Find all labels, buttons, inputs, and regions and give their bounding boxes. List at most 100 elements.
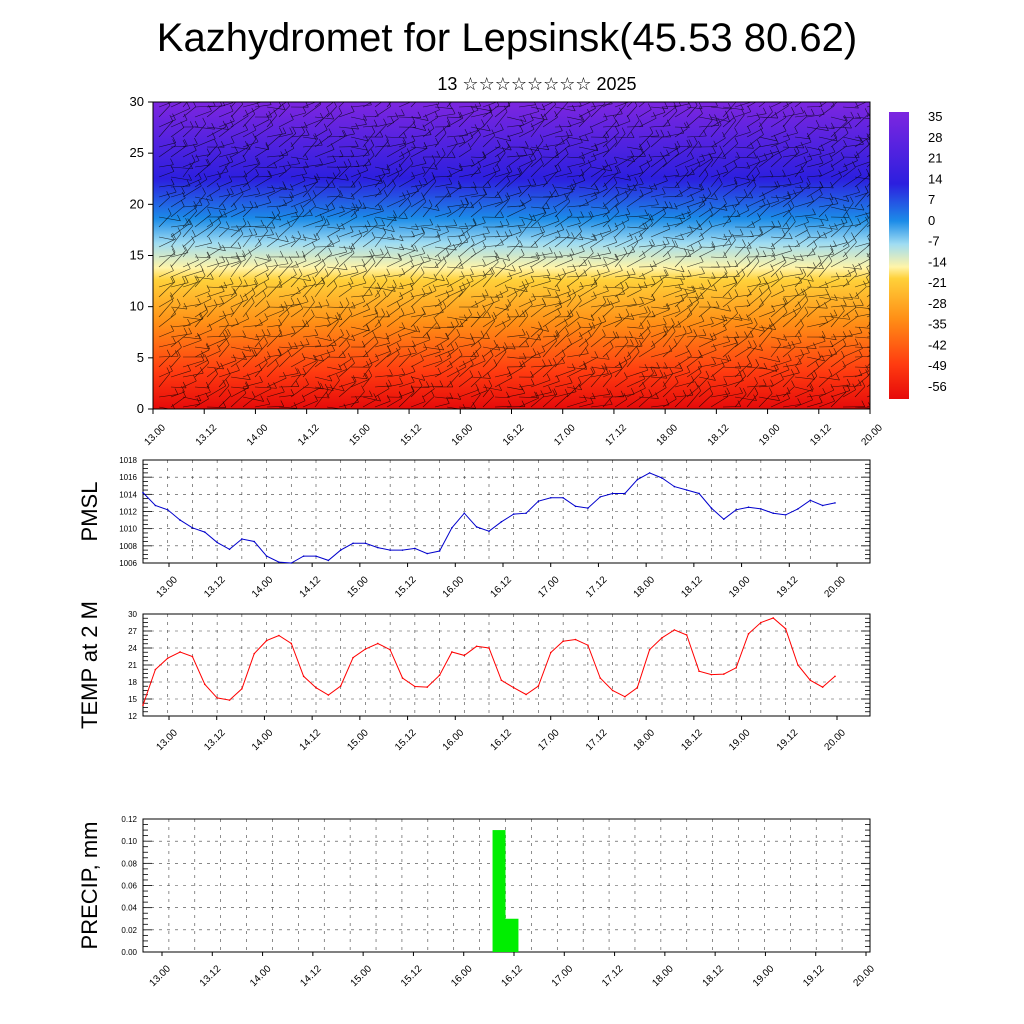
precip-bar [505,918,519,952]
x-tick-label: 14.12 [296,422,322,448]
x-tick-label: 19.12 [801,963,827,989]
data-point [216,697,218,699]
x-tick-label: 17.12 [584,727,610,753]
data-point [747,633,750,635]
x-tick-label: 17.00 [536,574,562,600]
y-tick-label: 18 [128,678,137,687]
data-point [203,683,206,686]
x-tick-label: 19.00 [751,963,777,989]
data-point [475,645,478,648]
colorbar-label: -35 [928,317,947,332]
temperature-cross-section: 0 5 10 15 20 25 30 13.00 13.12 14.00 14.12 15.00 15.… [130,94,886,448]
grid [143,459,870,564]
x-tick-label: 15.00 [349,963,375,989]
y-tick-label: 5 [137,350,144,365]
data-point [389,648,391,651]
precip-panel: 0.00 0.02 0.04 0.06 0.08 0.10 0.12 13.00 13.12 14… [77,815,877,989]
data-point [290,562,293,564]
data-point [797,508,799,510]
colorbar-label: 14 [928,171,942,186]
data-point [265,555,268,557]
data-point [562,640,564,642]
precip-bar [492,830,506,952]
x-tick-label: 14.00 [250,727,276,753]
data-point [253,540,256,543]
data-point [216,541,218,544]
chart-subtitle: 13 ☆☆☆☆☆☆☆☆ 2025 [437,74,637,94]
data-point [376,546,379,549]
x-tick-label: 13.00 [147,963,173,989]
data-point [648,472,651,474]
data-point [438,674,441,676]
x-tick-label: 13.12 [198,963,224,989]
x-tick-label: 17.12 [584,574,610,600]
x-tick-label: 19.12 [808,422,834,448]
data-point [463,654,466,657]
x-tick-label: 16.12 [488,727,514,753]
x-tick-label: 17.00 [536,727,562,753]
data-point [327,694,330,696]
data-point [722,518,725,521]
x-tick-label: 20.00 [822,574,848,600]
y-tick-label: 0.12 [121,815,137,824]
data-point [834,675,836,678]
data-point [574,505,577,508]
x-tick-label: 16.00 [449,963,475,989]
y-tick-label: 1018 [119,456,137,465]
x-tick-label: 13.12 [194,422,220,448]
x-tick-label: 15.12 [393,574,419,600]
y-tick-label: 0.10 [121,837,137,846]
data-point [339,549,342,551]
data-point [278,634,280,637]
data-point [253,652,256,655]
x-tick-label: 18.00 [632,727,658,753]
data-point [414,685,416,688]
x-tick-label: 13.00 [154,574,180,600]
x-tick-label: 14.12 [298,727,324,753]
data-point [512,513,515,515]
chart-title: Kazhydromet for Lepsinsk(45.53 80.62) [156,16,858,60]
color-scale-legend: 35 28 21 14 7 0 -7 -14 -21 -28 -35 -42 -49 -56 [889,109,947,399]
y-axis-label: PMSL [77,482,102,542]
data-point [339,685,342,687]
x-tick-label: 20.00 [851,963,877,989]
data-point [574,638,577,641]
data-point [809,679,812,682]
x-tick-label: 14.00 [250,574,276,600]
data-point [549,496,552,499]
x-tick-label: 18.00 [632,574,658,600]
y-axis-label: PRECIP, mm [77,822,102,950]
y-tick-label: 1012 [119,508,137,517]
x-tick-label: 17.00 [552,422,578,448]
x-tick-label: 14.12 [298,574,324,600]
y-tick-label: 12 [128,712,137,721]
x-tick-label: 15.00 [345,574,371,600]
data-point [290,642,293,645]
x-tick-label: 18.12 [679,727,705,753]
data-point [685,634,688,636]
data-point [562,496,564,499]
colorbar-label: 35 [928,109,942,124]
colorbar-label: -21 [928,275,947,290]
x-tick-label: 16.12 [488,574,514,600]
data-point [624,695,626,698]
colorbar-label: -7 [928,234,940,249]
x-tick-label: 18.12 [706,422,732,448]
data-point [611,689,614,692]
colorbar-gradient [889,112,909,399]
data-point [624,492,626,495]
y-axis-label: TEMP at 2 M [77,601,102,729]
minor-ticks [143,818,870,953]
data-point [414,547,416,550]
data-point [760,508,762,510]
data-point [636,686,639,689]
colorbar-label: -56 [928,379,947,394]
x-tick-label: 17.12 [600,963,626,989]
data-point [364,542,367,545]
data-point [611,492,614,495]
data-point [166,657,169,659]
y-tick-label: 0 [137,401,144,416]
data-point [241,688,243,690]
y-tick-label: 1008 [119,542,137,551]
x-tick-label: 17.12 [603,422,629,448]
